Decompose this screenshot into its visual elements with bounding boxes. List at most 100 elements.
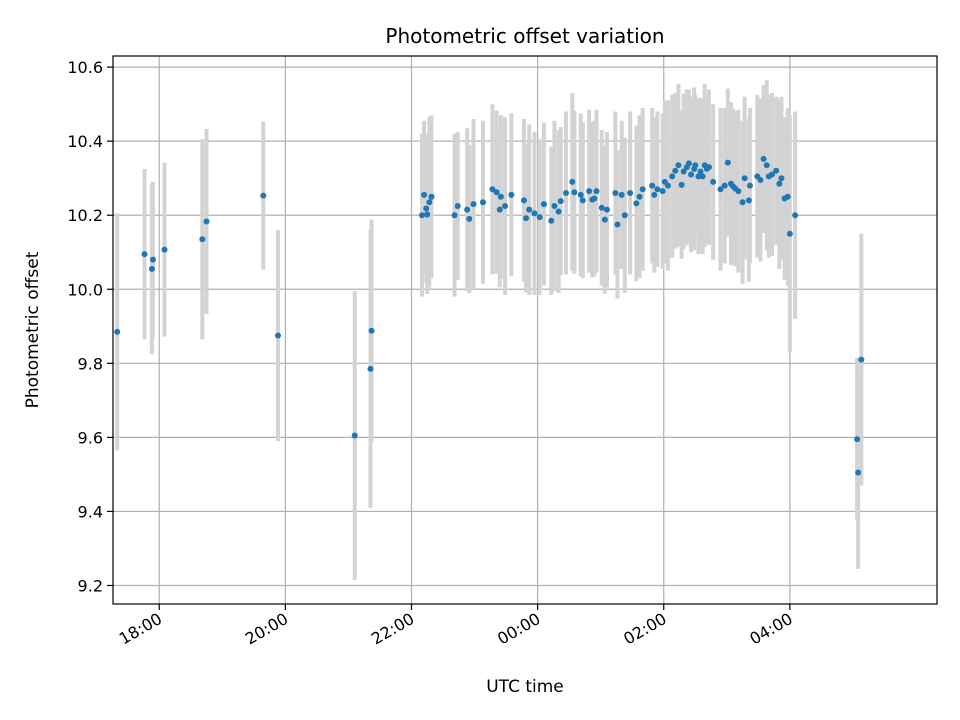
data-point [464,206,471,213]
data-point [612,190,619,196]
data-point [710,178,717,185]
data-point [721,182,728,189]
data-point [421,191,428,198]
data-point [555,208,562,215]
data-point [275,332,282,339]
data-point [654,186,661,193]
y-axis-title: Photometric offset [23,251,43,408]
data-point [426,199,433,206]
data-point [760,155,767,162]
data-point [577,191,584,198]
data-point [745,197,752,204]
data-point [717,186,724,193]
data-point [161,246,168,253]
data-point [571,189,578,196]
data-point [536,214,543,221]
data-point [855,469,862,476]
data-point [423,205,430,212]
data-point [724,159,731,166]
data-point [688,171,695,178]
data-point [636,193,643,200]
data-points [114,155,865,476]
data-point [618,191,625,198]
data-point [792,212,799,219]
data-point [603,206,610,213]
data-point [508,191,515,198]
data-point [699,173,706,180]
data-point [451,212,458,219]
data-point [520,197,527,204]
data-point [548,217,555,224]
data-point [502,202,509,209]
data-point [680,168,687,175]
data-point [678,181,685,188]
data-point [562,190,569,196]
data-point [669,173,676,180]
data-point [746,182,753,189]
data-point [557,198,564,205]
data-point [664,182,671,189]
data-point [141,251,148,258]
data-point [351,432,358,439]
data-point [260,192,267,199]
data-point [675,162,682,169]
data-point [424,211,431,218]
y-tick-label: 10.2 [67,206,103,225]
data-point [540,201,547,208]
data-point [531,210,538,217]
data-point [586,188,593,195]
data-point [489,186,496,193]
data-point [757,177,764,184]
y-tick-label: 9.6 [78,428,103,447]
data-point [621,212,628,219]
data-point [786,230,793,237]
data-point [419,212,425,219]
x-axis-title: UTC time [486,677,564,697]
data-point [569,178,576,185]
data-point [496,206,503,213]
data-point [695,173,702,180]
data-point [614,221,621,228]
data-point [149,256,156,263]
data-point [739,199,746,206]
data-point [672,167,679,174]
data-point [551,202,558,209]
data-point [598,204,605,211]
data-point [523,215,530,222]
data-point [466,215,473,222]
data-point [479,199,486,206]
data-point [854,436,861,443]
data-point [858,356,865,363]
data-point [776,180,783,187]
data-point [692,162,699,169]
data-point [651,191,658,198]
data-point [497,193,504,200]
y-axis-ticks: 9.2 9.4 9.6 9.8 10.0 10.2 10.4 10.6 [67,58,113,595]
y-tick-label: 10.6 [67,58,103,77]
data-point [526,206,533,213]
chart-title: Photometric offset variation [385,24,664,48]
data-point [784,193,791,200]
data-point [579,197,586,204]
data-point [659,188,666,195]
data-point [633,200,640,207]
data-point [601,216,608,223]
data-point [735,188,742,195]
data-point [593,188,600,195]
data-point [203,218,210,225]
data-point [368,327,375,334]
y-tick-label: 10.4 [67,132,103,151]
data-point [768,171,775,178]
data-point [454,202,461,209]
y-tick-label: 9.4 [78,502,103,521]
data-point [493,189,500,196]
data-point [685,160,692,167]
data-point [470,201,477,208]
data-point [705,164,712,171]
y-tick-label: 9.8 [78,354,103,373]
data-point [428,193,435,200]
data-point [649,182,656,189]
data-point [778,175,785,182]
